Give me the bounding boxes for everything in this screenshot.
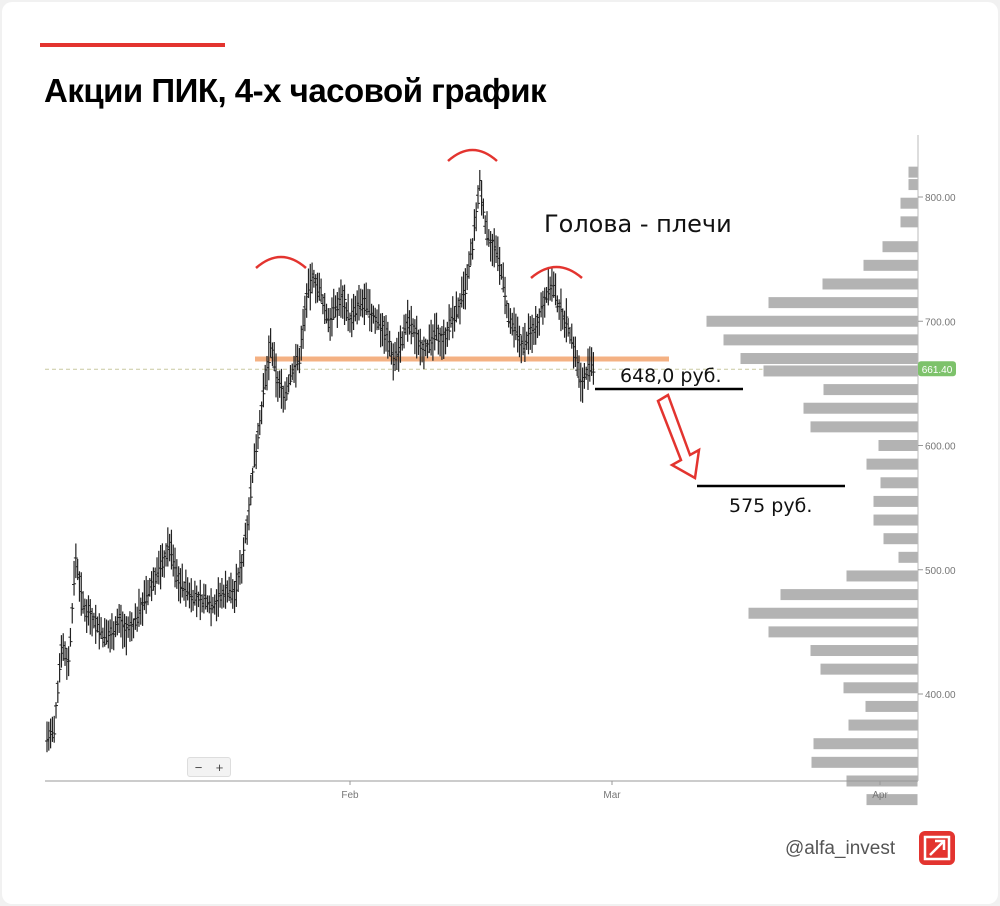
volume-bar xyxy=(872,494,919,508)
volume-bar xyxy=(821,277,919,291)
y-tick-label: 500.00 xyxy=(925,566,956,577)
page-title: Акции ПИК, 4-х часовой график xyxy=(44,72,547,109)
left-shoulder-arc xyxy=(255,255,307,269)
volume-bar xyxy=(847,718,919,732)
pattern-label: Голова - плечи xyxy=(544,210,732,238)
volume-bar xyxy=(779,588,919,602)
y-tick-label: 800.00 xyxy=(925,193,956,204)
volume-bar xyxy=(897,550,919,564)
x-tick-label: Mar xyxy=(603,790,621,801)
volume-bar xyxy=(882,532,919,546)
volume-bar xyxy=(862,258,919,272)
axes: 400.00 500.00 600.00 700.00 800.00 Feb Mar Apr 6… xyxy=(45,135,956,801)
volume-bar xyxy=(899,215,919,229)
accent-bar xyxy=(40,43,225,47)
down-arrow-icon xyxy=(656,393,701,480)
volume-bar xyxy=(822,383,919,397)
level-1-label: 648,0 руб. xyxy=(620,365,722,387)
social-handle: @alfa_invest xyxy=(785,838,896,859)
volume-bar xyxy=(722,333,919,347)
volume-bar xyxy=(819,662,919,676)
volume-bar xyxy=(812,737,919,751)
zoom-in-button[interactable]: + xyxy=(215,759,224,775)
arrow-up-right-icon xyxy=(923,835,951,861)
volume-bar xyxy=(881,240,919,254)
volume-bar xyxy=(767,296,919,310)
candles xyxy=(45,169,596,753)
alfa-logo-icon xyxy=(919,831,955,865)
volume-bar xyxy=(810,755,919,769)
current-price-badge xyxy=(918,361,956,377)
volume-bar xyxy=(865,457,919,471)
head-arc xyxy=(447,148,498,162)
volume-bar xyxy=(872,513,919,527)
volume-bar xyxy=(907,165,919,179)
volume-bar xyxy=(747,606,919,620)
level-2-label: 575 руб. xyxy=(729,495,812,517)
volume-bar xyxy=(842,681,919,695)
current-price-label: 661.40 xyxy=(922,365,953,376)
volume-bar xyxy=(899,196,919,210)
volume-bar xyxy=(907,178,919,192)
volume-bar xyxy=(865,793,919,807)
y-tick-label: 700.00 xyxy=(925,317,956,328)
volume-bar xyxy=(802,401,919,415)
volume-bar xyxy=(767,625,919,639)
volume-bar xyxy=(845,569,919,583)
zoom-control: − + xyxy=(187,757,231,777)
volume-bar xyxy=(877,439,919,452)
y-tick-label: 400.00 xyxy=(925,690,956,701)
volume-bar xyxy=(705,314,919,328)
right-shoulder-arc xyxy=(530,265,583,279)
zoom-out-button[interactable]: − xyxy=(194,759,203,775)
volume-bar xyxy=(879,476,919,490)
volume-bar xyxy=(809,644,919,658)
volume-bar xyxy=(739,352,919,366)
volume-bar xyxy=(762,364,919,378)
x-tick-label: Apr xyxy=(872,790,888,801)
volume-bar xyxy=(809,420,919,434)
volume-bar xyxy=(864,699,919,713)
annotations: Голова - плечи 648,0 руб. 575 руб. xyxy=(255,148,845,517)
x-tick-label: Feb xyxy=(341,790,359,801)
y-tick-label: 600.00 xyxy=(925,442,956,453)
